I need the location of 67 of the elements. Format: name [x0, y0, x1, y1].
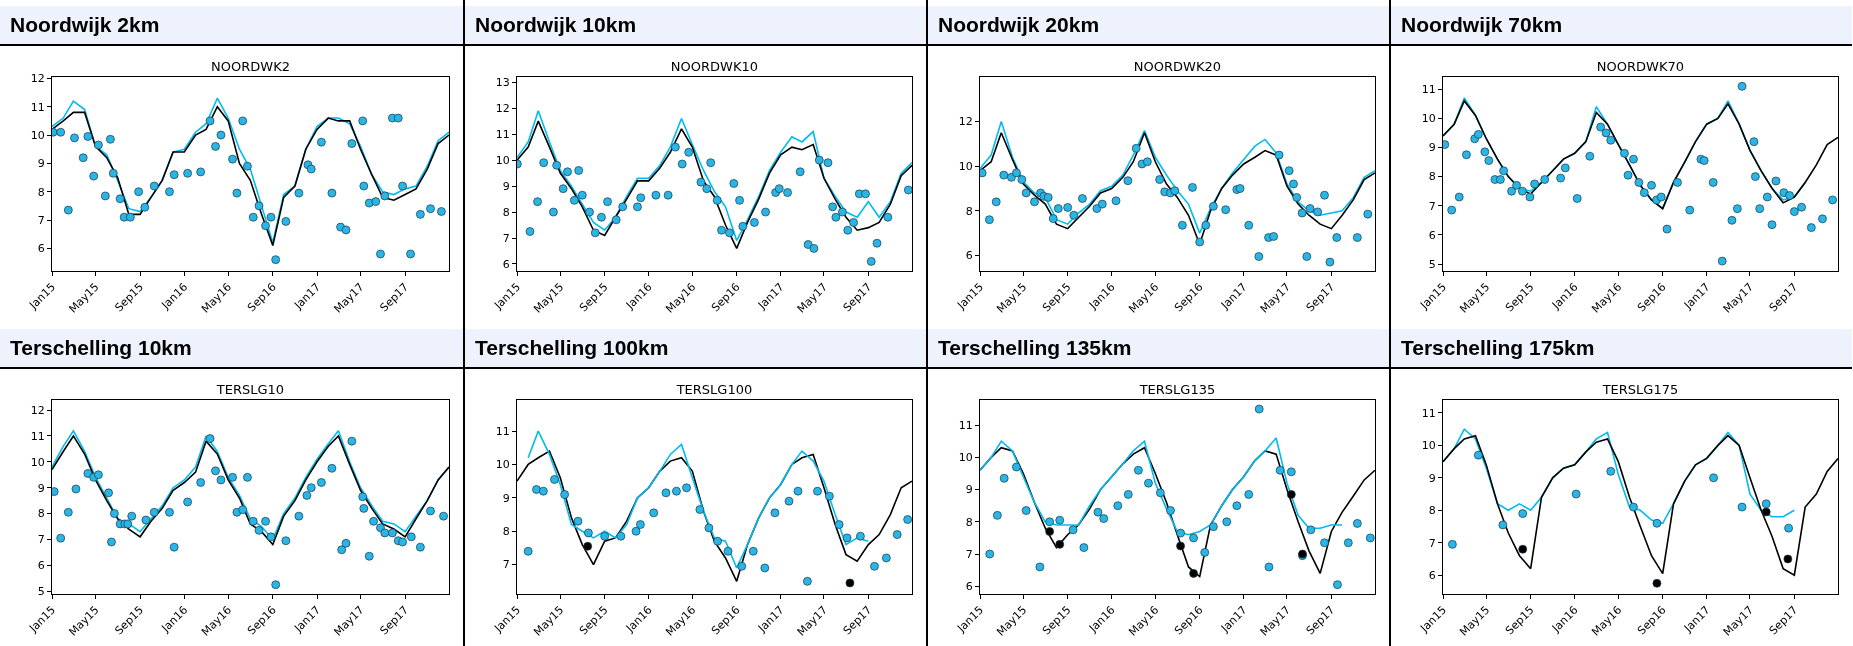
y-tick-label: 12	[958, 115, 973, 129]
chart-title: Noordwijk 10km	[465, 6, 926, 46]
y-tick-label: 5	[1428, 257, 1436, 271]
y-tick-label: 8	[965, 515, 973, 529]
y-tick-label: 6	[1428, 569, 1436, 583]
y-tick-label: 10	[958, 451, 973, 465]
chart-title: Terschelling 10km	[0, 329, 463, 369]
y-tick-label: 11	[495, 424, 510, 438]
y-tick-label: 10	[495, 153, 510, 167]
chart-title: Noordwijk 2km	[0, 6, 463, 46]
chart-title: Noordwijk 20km	[928, 6, 1389, 46]
y-tick-label: 8	[965, 204, 973, 218]
y-tick-label: 6	[1428, 228, 1436, 242]
y-tick-label: 10	[1421, 112, 1436, 126]
y-tick-label: 9	[1428, 471, 1436, 485]
y-tick-label: 10	[30, 455, 45, 469]
y-tick-label: 11	[958, 418, 973, 432]
y-tick-label: 6	[965, 580, 973, 594]
y-tick-label: 7	[502, 558, 510, 572]
y-tick-label: 8	[502, 525, 510, 539]
y-tick-label: 11	[1421, 83, 1436, 97]
y-tick-label: 7	[37, 213, 45, 227]
y-tick-label: 7	[1428, 199, 1436, 213]
y-tick-label: 11	[1421, 406, 1436, 420]
y-tick-label: 9	[502, 179, 510, 193]
chart-subtitle: TERSLG100	[675, 381, 753, 397]
chart-title: Terschelling 100km	[465, 329, 926, 369]
chart-subtitle: NOORDWK70	[1596, 58, 1684, 74]
chart-title: Terschelling 175km	[1391, 329, 1852, 369]
chart-title: Terschelling 135km	[928, 329, 1389, 369]
y-tick-label: 11	[495, 127, 510, 141]
y-tick-label: 12	[30, 403, 45, 417]
y-tick-label: 12	[30, 72, 45, 86]
y-tick-label: 7	[1428, 536, 1436, 550]
y-tick-label: 11	[30, 429, 45, 443]
chart-subtitle: NOORDWK20	[1133, 58, 1221, 74]
y-tick-label: 10	[30, 128, 45, 142]
y-tick-label: 10	[1421, 439, 1436, 453]
chart-subtitle: NOORDWK10	[670, 58, 758, 74]
y-tick-label: 6	[502, 257, 510, 271]
y-tick-label: 8	[37, 507, 45, 521]
chart-subtitle: TERSLG135	[1138, 381, 1216, 397]
y-tick-label: 6	[965, 249, 973, 263]
y-tick-label: 9	[37, 481, 45, 495]
y-tick-label: 7	[37, 533, 45, 547]
y-tick-label: 10	[958, 160, 973, 174]
chart-subtitle: TERSLG10	[215, 381, 285, 397]
y-tick-label: 9	[965, 483, 973, 497]
y-tick-label: 5	[37, 585, 45, 598]
y-tick-label: 12	[495, 102, 510, 116]
y-tick-label: 8	[502, 205, 510, 219]
y-tick-label: 10	[495, 458, 510, 472]
y-tick-label: 7	[965, 547, 973, 561]
y-tick-label: 8	[1428, 504, 1436, 518]
y-tick-label: 13	[495, 76, 510, 90]
chart-title: Noordwijk 70km	[1391, 6, 1852, 46]
y-tick-label: 8	[37, 185, 45, 199]
chart-subtitle: TERSLG175	[1601, 381, 1679, 397]
y-tick-label: 8	[1428, 170, 1436, 184]
y-tick-label: 6	[37, 242, 45, 256]
y-tick-label: 7	[502, 231, 510, 245]
chart-subtitle: NOORDWK2	[211, 58, 290, 74]
y-tick-label: 9	[37, 157, 45, 171]
y-tick-label: 9	[1428, 141, 1436, 155]
y-tick-label: 6	[37, 559, 45, 573]
y-tick-label: 9	[502, 491, 510, 505]
y-tick-label: 11	[30, 100, 45, 114]
